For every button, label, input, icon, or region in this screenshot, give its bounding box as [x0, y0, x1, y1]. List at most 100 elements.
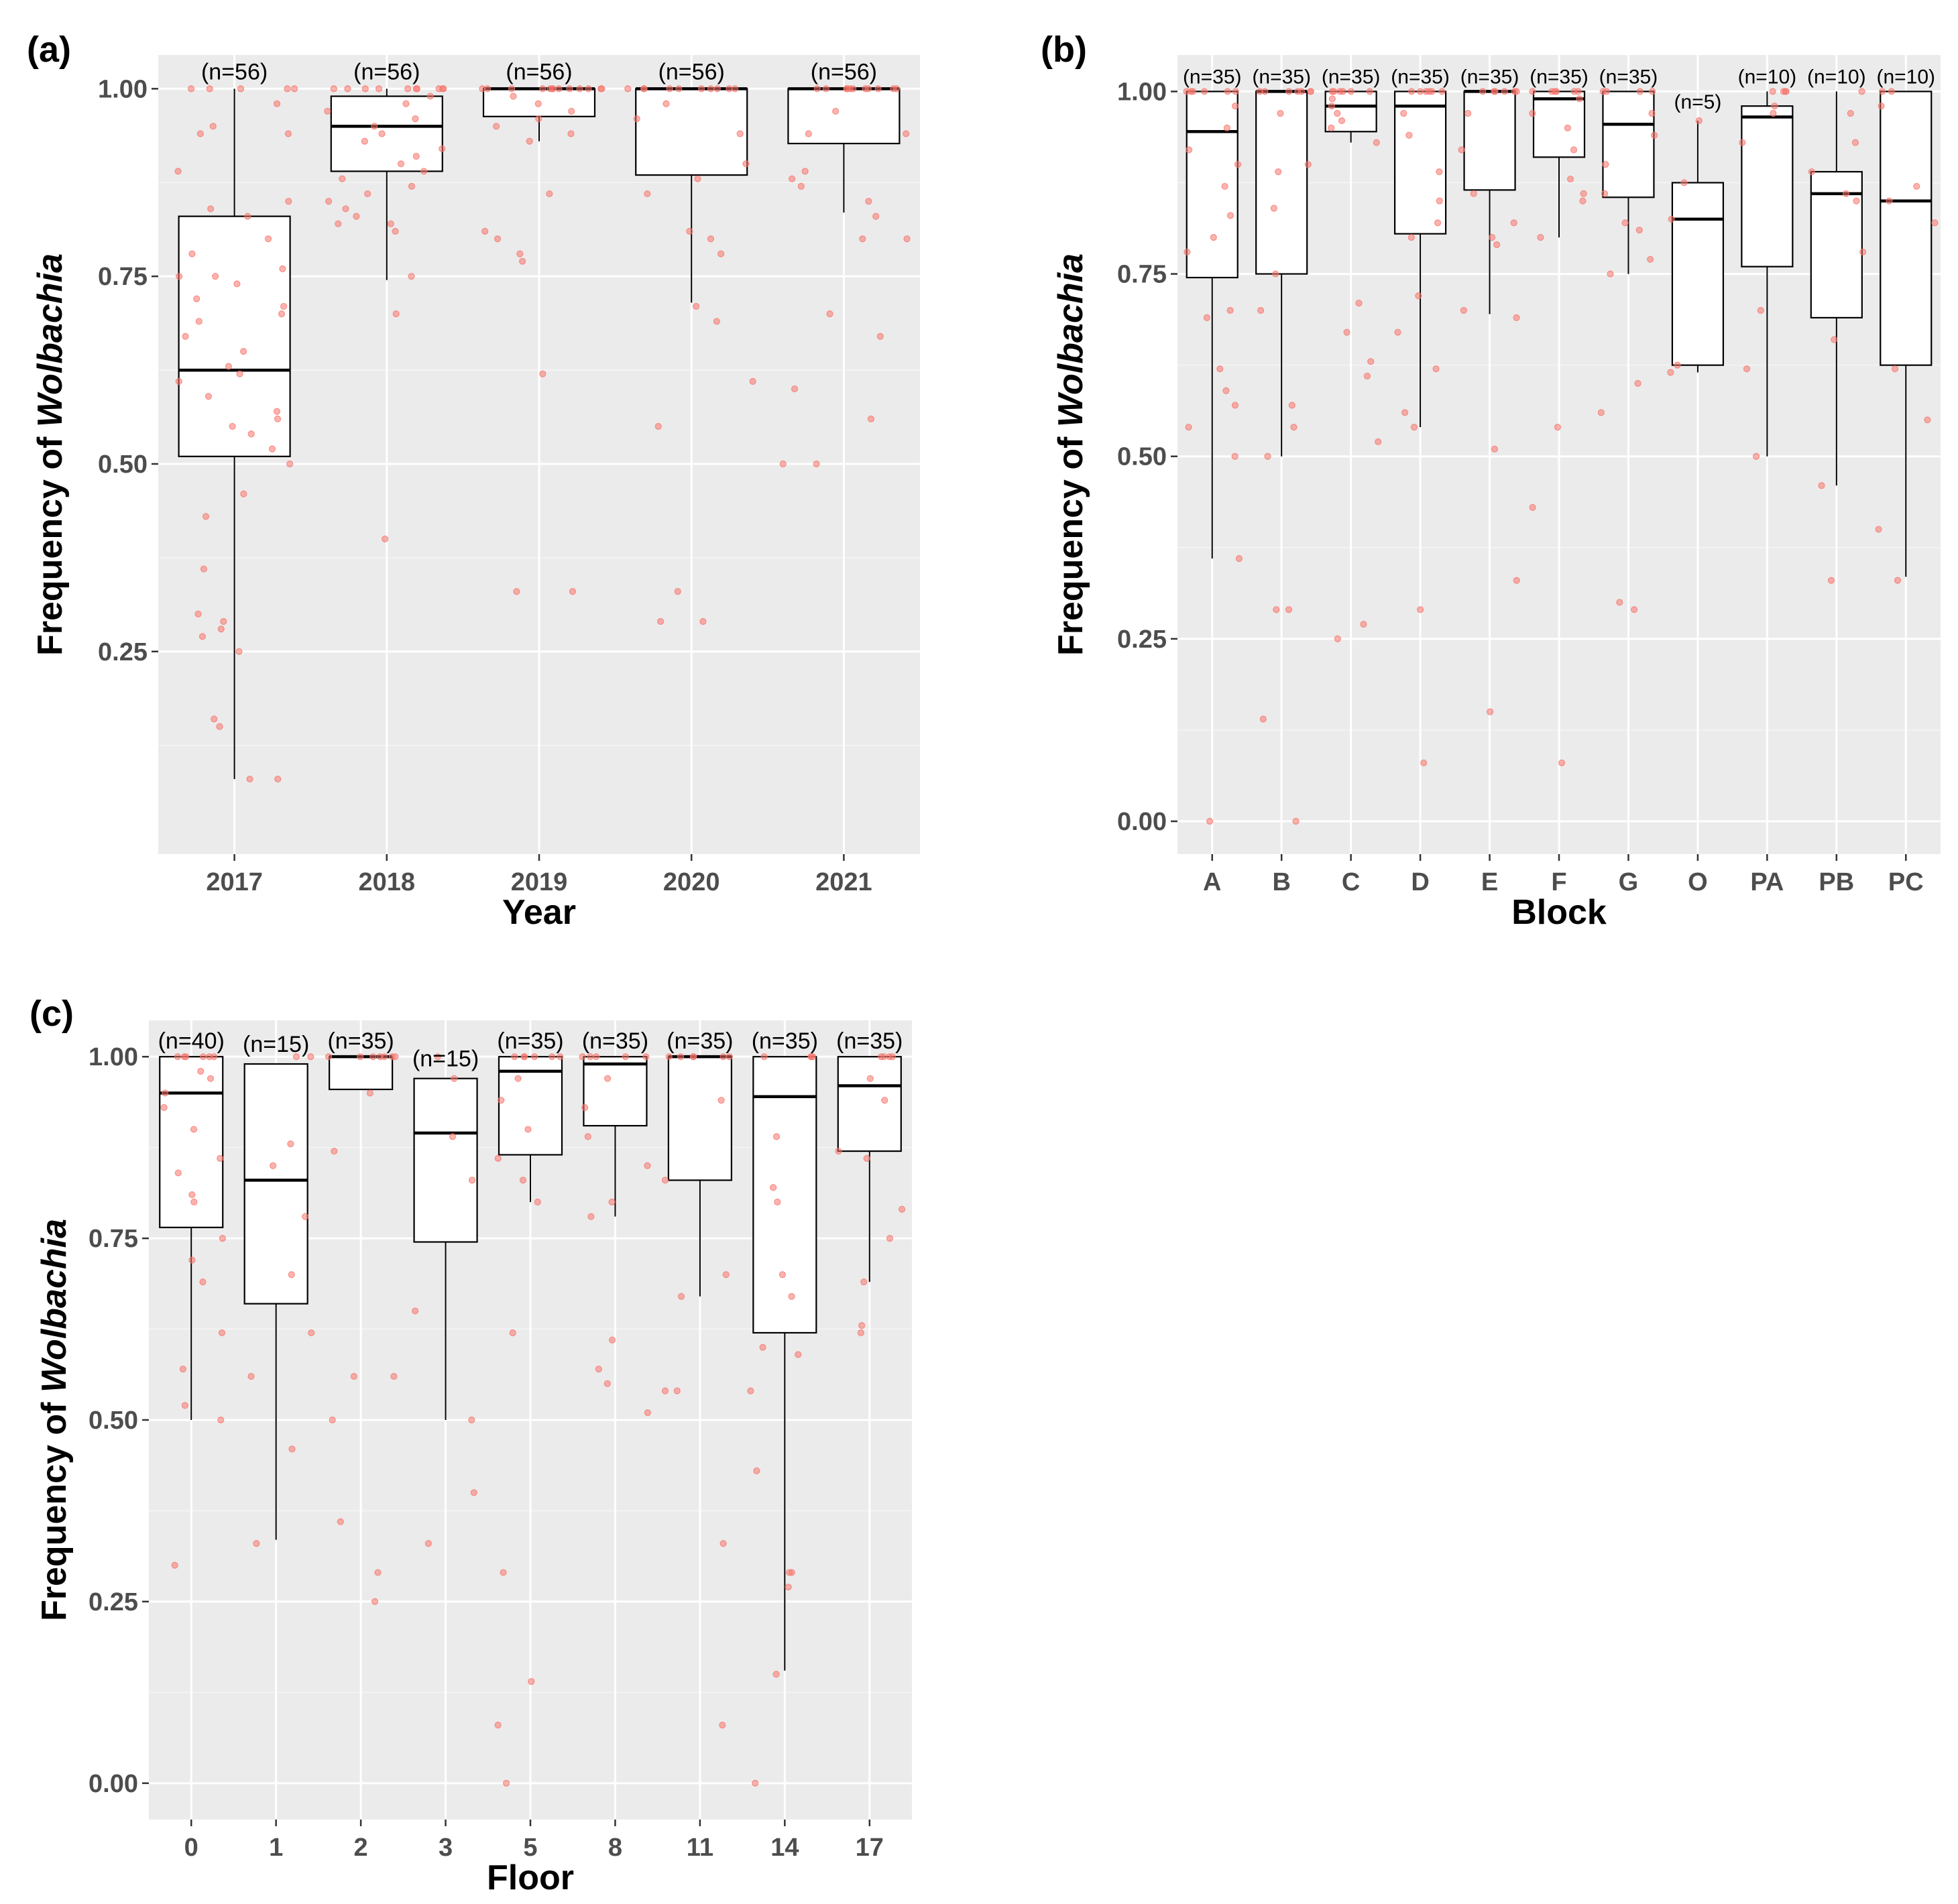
- data-point: [1294, 88, 1302, 95]
- data-point: [786, 1569, 793, 1576]
- y-tick-label: 0.75: [1117, 261, 1167, 289]
- data-point: [642, 1053, 650, 1061]
- data-point: [244, 213, 251, 220]
- data-point: [1913, 182, 1920, 190]
- data-point: [1221, 182, 1228, 190]
- data-point: [426, 93, 434, 100]
- data-point: [1336, 88, 1344, 95]
- n-label: (n=35): [836, 1028, 903, 1054]
- data-point: [581, 1104, 589, 1112]
- data-point: [1273, 606, 1280, 613]
- data-point: [200, 565, 207, 573]
- y-axis-title-italic: Wolbachia: [1051, 253, 1090, 427]
- n-label: (n=56): [658, 59, 725, 84]
- data-point: [353, 213, 360, 220]
- data-point: [593, 1053, 600, 1061]
- data-point: [211, 715, 218, 723]
- data-point: [199, 1053, 207, 1061]
- box-8: [583, 1056, 648, 1217]
- data-point: [235, 648, 243, 655]
- n-label: (n=15): [412, 1047, 479, 1072]
- data-point: [1695, 117, 1703, 125]
- data-point: [494, 1722, 502, 1729]
- x-tick-label: 5: [523, 1834, 537, 1862]
- x-tick-label: F: [1551, 868, 1566, 896]
- box-iqr: [413, 1077, 478, 1243]
- y-axis-title-italic: Wolbachia: [35, 1219, 74, 1392]
- data-point: [387, 220, 394, 227]
- panel-label: (b): [1041, 29, 1087, 70]
- data-point: [1564, 124, 1571, 131]
- data-point: [1226, 306, 1234, 314]
- data-point: [1529, 503, 1536, 512]
- data-point: [182, 1053, 190, 1061]
- y-tick-label: 0.00: [89, 1770, 138, 1798]
- data-point: [1491, 88, 1499, 95]
- data-point: [1401, 409, 1409, 416]
- data-point: [513, 588, 520, 595]
- data-point: [1529, 88, 1536, 95]
- data-point: [1206, 817, 1214, 825]
- data-point: [1234, 161, 1242, 168]
- data-point: [1232, 103, 1239, 110]
- data-point: [342, 205, 349, 213]
- data-point: [290, 85, 298, 93]
- data-point: [206, 1053, 213, 1061]
- data-point: [229, 422, 236, 430]
- data-point: [874, 85, 882, 93]
- data-point: [597, 85, 605, 93]
- data-point: [217, 626, 225, 633]
- data-point: [217, 1416, 225, 1424]
- data-point: [1743, 365, 1751, 373]
- data-point: [206, 85, 213, 93]
- y-tick-label: 0.75: [98, 263, 148, 291]
- box-1: [243, 1063, 308, 1540]
- data-point: [555, 85, 563, 93]
- data-point: [287, 1140, 294, 1148]
- data-point: [375, 85, 383, 93]
- data-point: [1334, 109, 1341, 117]
- data-point: [468, 1416, 475, 1424]
- data-point: [195, 318, 203, 325]
- data-point: [654, 422, 662, 430]
- n-label: (n=35): [1391, 66, 1450, 88]
- n-label: (n=35): [497, 1028, 563, 1054]
- data-point: [288, 1271, 295, 1278]
- panel-label: (c): [30, 994, 74, 1034]
- data-point: [344, 85, 351, 93]
- data-point: [1432, 365, 1440, 373]
- data-point: [633, 115, 640, 123]
- data-point: [1493, 241, 1501, 249]
- data-point: [196, 130, 204, 137]
- data-point: [1183, 88, 1190, 95]
- data-point: [713, 85, 721, 93]
- data-point: [694, 175, 701, 182]
- data-point: [673, 1387, 681, 1394]
- data-point: [1270, 204, 1277, 212]
- data-point: [402, 100, 410, 107]
- data-point: [585, 85, 592, 93]
- data-point: [788, 1293, 795, 1300]
- data-point: [174, 1053, 182, 1061]
- x-tick-label: 8: [608, 1834, 622, 1862]
- data-point: [199, 1278, 207, 1286]
- box-iqr: [1602, 91, 1655, 198]
- data-point: [1647, 255, 1654, 263]
- box-iqr: [243, 1063, 308, 1305]
- data-point: [865, 198, 872, 205]
- n-label: (n=56): [506, 59, 572, 84]
- y-tick-label: 0.00: [1117, 808, 1167, 836]
- data-point: [174, 1169, 182, 1177]
- data-point: [1651, 131, 1658, 139]
- data-point: [674, 588, 681, 595]
- data-point: [174, 168, 182, 175]
- data-point: [1558, 759, 1566, 767]
- data-point: [502, 1779, 510, 1787]
- panel-c: (n=40) (n=15) (n=35) (n=15) (n=35) (n=35) (n=3…: [30, 994, 912, 1897]
- data-point: [531, 1053, 538, 1061]
- data-point: [1328, 95, 1336, 103]
- data-point: [881, 1097, 888, 1104]
- data-point: [288, 1445, 296, 1453]
- data-point: [481, 227, 489, 235]
- n-label: (n=15): [243, 1032, 309, 1057]
